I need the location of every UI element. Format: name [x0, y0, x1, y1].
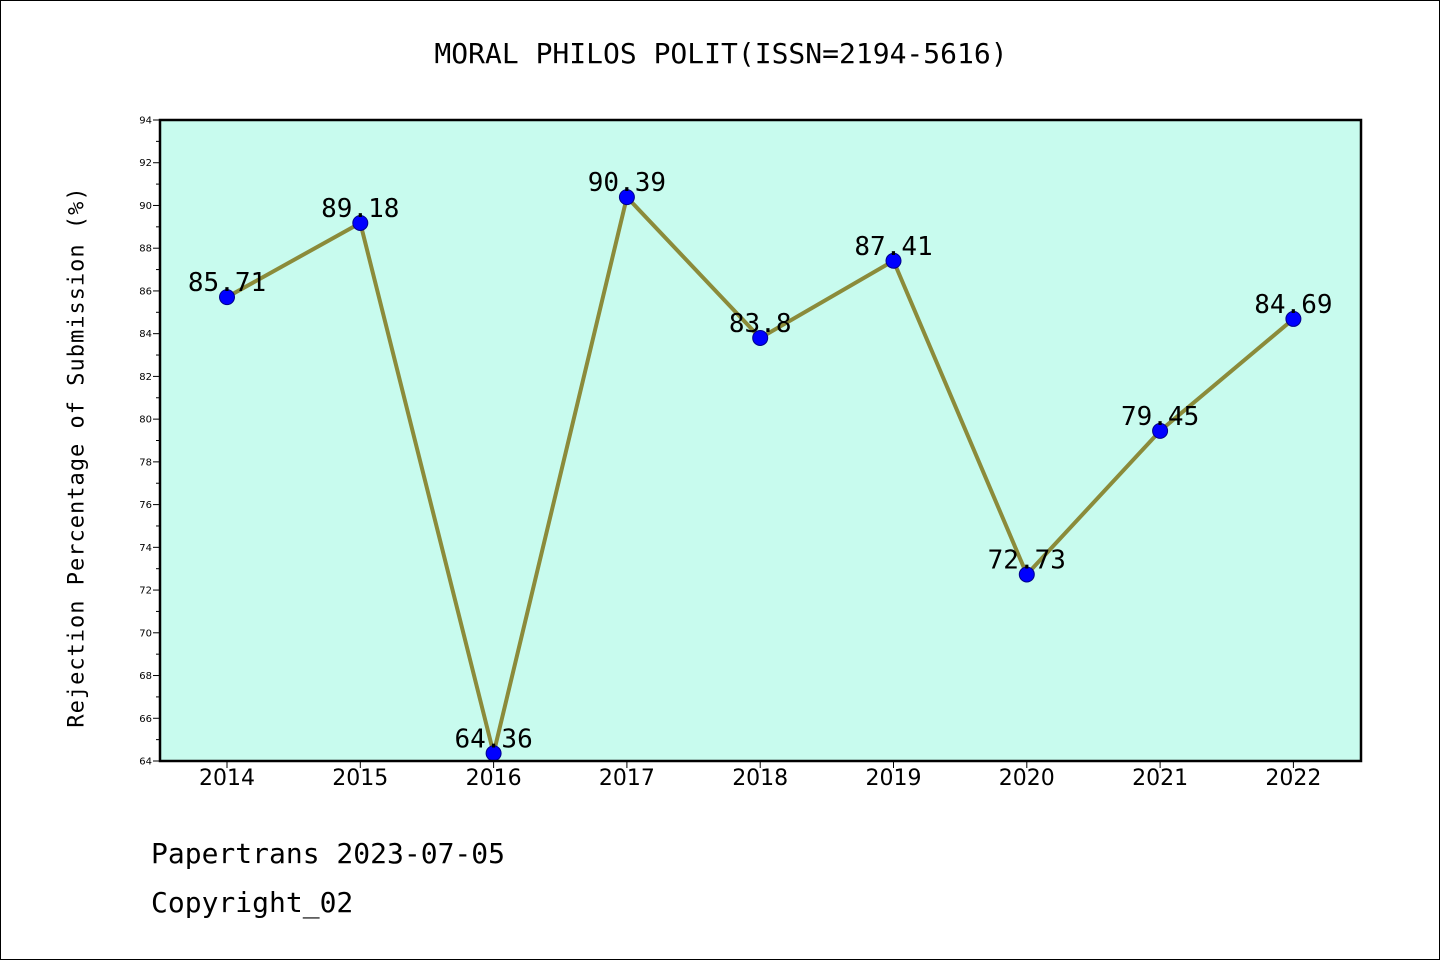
data-label: 90.39: [588, 168, 666, 198]
y-tick-label: 94: [139, 116, 152, 127]
y-tick-label: 66: [139, 714, 152, 725]
x-tick-label: 2022: [1265, 766, 1321, 791]
y-tick-label: 88: [139, 244, 152, 255]
y-tick-label: 86: [139, 286, 152, 297]
data-label: 79.45: [1121, 402, 1199, 432]
y-tick-label: 90: [139, 201, 152, 212]
data-point: [352, 214, 369, 231]
data-label: 89.18: [321, 194, 399, 224]
y-tick-label: 78: [139, 457, 152, 468]
data-point: [1018, 566, 1035, 583]
x-tick-label: 2018: [732, 766, 788, 791]
x-tick-label: 2021: [1132, 766, 1188, 791]
x-tick-label: 2020: [999, 766, 1055, 791]
data-label: 87.41: [854, 232, 932, 262]
data-point: [219, 289, 235, 306]
x-tick-label: 2014: [199, 766, 255, 791]
data-point: [885, 252, 902, 269]
data-label: 84.69: [1254, 290, 1332, 320]
data-label: 72.73: [988, 545, 1066, 575]
y-tick-label: 68: [139, 671, 152, 682]
data-point: [1152, 422, 1169, 439]
y-tick-label: 82: [139, 372, 152, 383]
y-tick-label: 80: [139, 415, 152, 426]
y-tick-label: 64: [139, 757, 152, 768]
data-point: [1285, 310, 1302, 327]
chart-title: MORAL PHILOS POLIT(ISSN=2194-5616): [434, 37, 1008, 70]
x-tick-label: 2016: [466, 766, 522, 791]
data-point: [752, 329, 769, 346]
y-tick-label: 84: [139, 329, 152, 340]
footer-copyright: Copyright_02: [151, 886, 354, 919]
x-tick-label: 2019: [866, 766, 922, 791]
footer-source-date: Papertrans 2023-07-05: [151, 837, 506, 870]
data-label: 64.36: [454, 724, 532, 754]
data-label: 83.8: [729, 309, 792, 339]
y-tick-label: 70: [139, 628, 152, 639]
plot-border: [158, 118, 1363, 763]
data-label: 85.71: [188, 268, 266, 298]
data-point: [618, 189, 635, 206]
y-tick-label: 72: [139, 586, 152, 597]
y-tick-label: 76: [139, 500, 152, 511]
y-tick-label: 92: [139, 158, 152, 169]
x-tick-label: 2017: [599, 766, 655, 791]
y-tick-label: 74: [139, 543, 152, 554]
x-tick-label: 2015: [332, 766, 388, 791]
